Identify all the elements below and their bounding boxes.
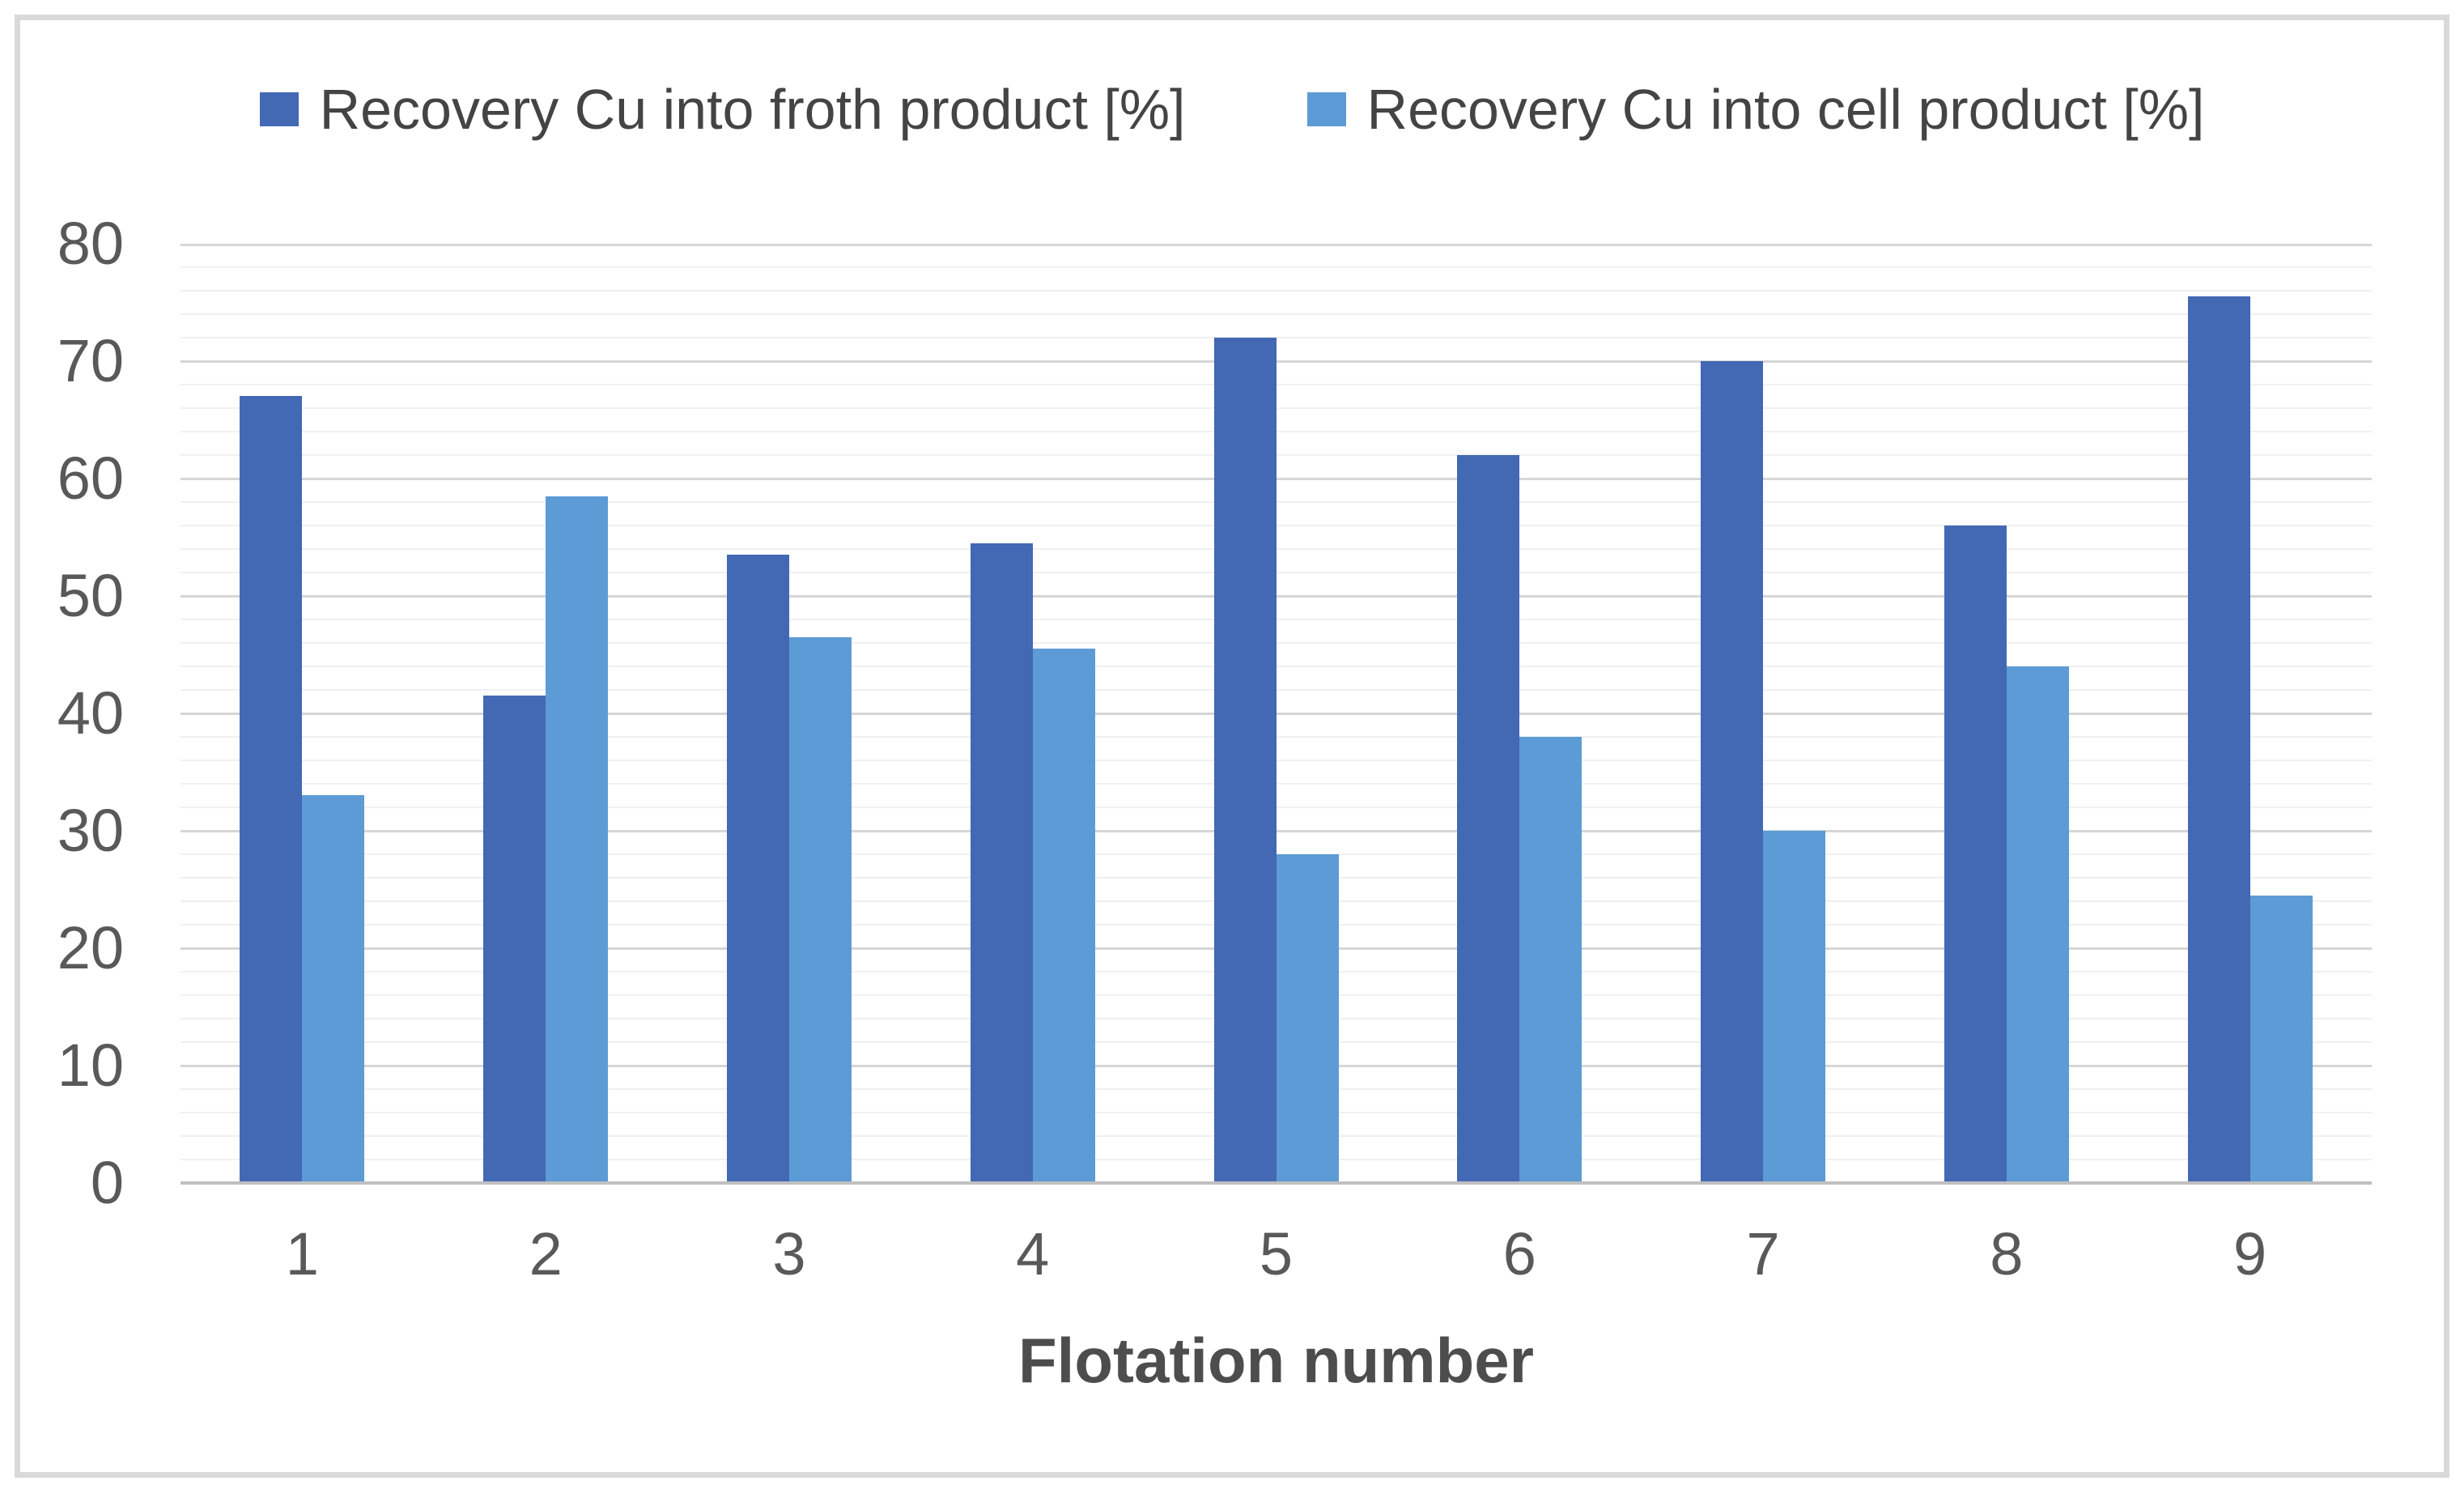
x-axis-line <box>181 1181 2372 1185</box>
bar-cell-6 <box>1519 737 1582 1183</box>
minor-gridline <box>181 642 2372 644</box>
bar-cell-1 <box>302 795 365 1183</box>
minor-gridline <box>181 313 2372 315</box>
y-tick-label-0: 0 <box>90 1149 124 1216</box>
top-gridline <box>181 244 2372 246</box>
legend-marker-cell-icon <box>1306 92 1346 126</box>
minor-gridline <box>181 783 2372 785</box>
legend-label-cell: Recovery Cu into cell product [%] <box>1366 78 2205 141</box>
bar-cell-9 <box>2249 896 2313 1183</box>
minor-gridline <box>181 760 2372 761</box>
x-tick-label-7: 7 <box>1746 1220 1780 1287</box>
y-tick-label-60: 60 <box>57 445 124 512</box>
minor-gridline <box>181 619 2372 620</box>
y-tick-label-20: 20 <box>57 914 124 981</box>
bar-froth-9 <box>2187 296 2250 1183</box>
y-tick-label-70: 70 <box>57 327 124 394</box>
y-tick-label-80: 80 <box>57 210 124 277</box>
x-tick-label-4: 4 <box>1016 1220 1050 1287</box>
bar-froth-1 <box>240 396 303 1183</box>
minor-gridline <box>181 384 2372 385</box>
major-gridline <box>181 477 2372 480</box>
bar-froth-6 <box>1457 455 1520 1183</box>
legend-entry-froth: Recovery Cu into froth product [%] <box>259 78 1186 141</box>
bar-froth-7 <box>1701 361 1764 1183</box>
y-tick-label-50: 50 <box>57 562 124 629</box>
y-tick-label-40: 40 <box>57 679 124 747</box>
bar-froth-2 <box>483 696 546 1183</box>
bar-froth-8 <box>1944 526 2007 1183</box>
major-gridline <box>181 594 2372 598</box>
minor-gridline <box>181 736 2372 738</box>
major-gridline <box>181 829 2372 832</box>
minor-gridline <box>181 666 2372 667</box>
y-tick-label-30: 30 <box>57 797 124 864</box>
legend: Recovery Cu into froth product [%] Recov… <box>0 81 2464 138</box>
bar-froth-4 <box>970 543 1033 1183</box>
y-axis-labels: 0 10 20 30 40 50 60 70 80 <box>0 214 150 1213</box>
minor-gridline <box>181 454 2372 456</box>
x-tick-label-9: 9 <box>2233 1220 2267 1287</box>
x-tick-label-1: 1 <box>285 1220 319 1287</box>
bar-cell-8 <box>2006 666 2069 1183</box>
x-tick-label-8: 8 <box>1990 1220 2024 1287</box>
minor-gridline <box>181 290 2372 292</box>
y-tick-label-10: 10 <box>57 1032 124 1099</box>
minor-gridline <box>181 806 2372 808</box>
minor-gridline <box>181 337 2372 338</box>
major-gridline <box>181 360 2372 363</box>
minor-gridline <box>181 431 2372 432</box>
x-axis-title: Flotation number <box>1018 1325 1534 1396</box>
minor-gridline <box>181 501 2372 503</box>
bar-cell-3 <box>788 637 852 1183</box>
bar-cell-7 <box>1763 831 1826 1183</box>
minor-gridline <box>181 266 2372 268</box>
bar-froth-5 <box>1213 338 1277 1183</box>
legend-label-froth: Recovery Cu into froth product [%] <box>319 78 1186 141</box>
major-gridline <box>181 712 2372 715</box>
legend-marker-froth-icon <box>259 92 299 126</box>
minor-gridline <box>181 572 2372 573</box>
bar-cell-2 <box>546 496 609 1183</box>
bar-cell-4 <box>1032 649 1095 1183</box>
x-tick-label-5: 5 <box>1259 1220 1294 1287</box>
x-tick-label-6: 6 <box>1502 1220 1536 1287</box>
minor-gridline <box>181 548 2372 550</box>
minor-gridline <box>181 525 2372 526</box>
x-tick-label-3: 3 <box>772 1220 806 1287</box>
legend-entry-cell: Recovery Cu into cell product [%] <box>1306 78 2205 141</box>
minor-gridline <box>181 689 2372 691</box>
x-tick-label-2: 2 <box>529 1220 563 1287</box>
plot-area <box>181 244 2372 1185</box>
bar-cell-5 <box>1276 854 1339 1183</box>
minor-gridline <box>181 407 2372 409</box>
bar-froth-3 <box>726 555 789 1183</box>
